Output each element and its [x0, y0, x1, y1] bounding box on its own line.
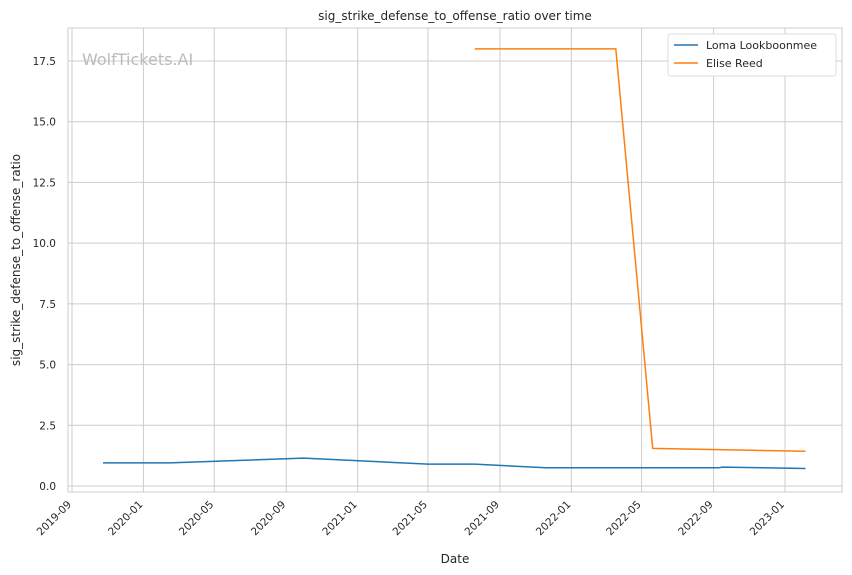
- y-tick-label: 17.5: [33, 56, 56, 68]
- x-tick-label: 2022-01: [534, 499, 574, 539]
- y-tick-label: 7.5: [39, 299, 56, 311]
- y-tick-label: 15.0: [33, 117, 56, 129]
- x-tick-label: 2021-05: [391, 499, 431, 539]
- x-tick-label: 2020-09: [249, 499, 289, 539]
- y-tick-label: 12.5: [33, 177, 56, 189]
- y-axis-label: sig_strike_defense_to_offense_ratio: [9, 154, 23, 366]
- y-tick-label: 5.0: [39, 360, 56, 372]
- x-tick-label: 2021-09: [463, 499, 503, 539]
- plot-area: [67, 27, 843, 493]
- y-tick-label: 0.0: [39, 481, 56, 493]
- chart-title: sig_strike_defense_to_offense_ratio over…: [318, 9, 592, 23]
- series-line-0: [103, 457, 806, 470]
- x-tick-label: 2020-05: [177, 499, 217, 539]
- y-tick-label: 10.0: [33, 238, 56, 250]
- x-tick-label: 2019-09: [35, 499, 75, 539]
- watermark: WolfTickets.AI: [82, 50, 193, 69]
- x-tick-label: 2023-01: [748, 499, 788, 539]
- series-line-1: [474, 48, 806, 453]
- y-tick-label: 2.5: [39, 420, 56, 432]
- legend: Loma Lookboonmee Elise Reed: [667, 33, 837, 77]
- x-tick-label: 2020-01: [106, 499, 146, 539]
- legend-label-elise: Elise Reed: [706, 57, 763, 70]
- x-tick-label: 2021-01: [320, 499, 360, 539]
- x-tick-label: 2022-05: [604, 499, 644, 539]
- legend-label-loma: Loma Lookboonmee: [706, 39, 817, 52]
- x-tick-label: 2022-09: [676, 499, 716, 539]
- x-axis-label: Date: [441, 552, 470, 566]
